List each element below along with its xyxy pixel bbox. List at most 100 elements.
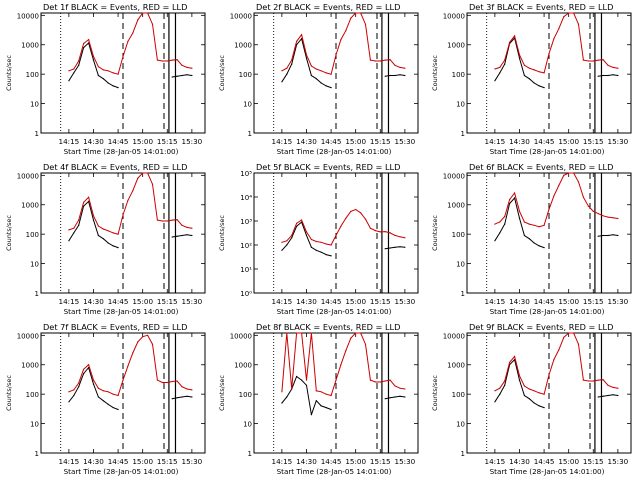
lld-data-point — [553, 195, 555, 197]
events-data-point — [538, 245, 540, 247]
lld-data-point — [315, 240, 317, 243]
y-tick-label: 1 — [248, 130, 252, 138]
lld-data-point — [384, 380, 386, 382]
events-data-point — [518, 217, 521, 219]
lld-data-point — [617, 67, 619, 69]
lld-data-point — [592, 60, 594, 62]
lld-data-point — [171, 219, 173, 221]
events-data-point — [305, 384, 308, 386]
lld-data-point — [404, 237, 406, 239]
x-tick-label: 15:00 — [345, 297, 366, 306]
x-tick-label: 15:30 — [182, 297, 203, 306]
events-data-point — [617, 74, 619, 77]
lld-data-point — [394, 385, 396, 387]
lld-data-point — [181, 224, 183, 226]
lld-data-point — [286, 332, 288, 334]
lld-data-point — [504, 59, 506, 61]
lld-data-point — [161, 381, 163, 384]
events-data-point — [617, 394, 619, 397]
detector-panel: Det 9f BLACK = Events, RED = LLD 1 10 100 10… — [426, 320, 639, 480]
events-data-point — [494, 80, 496, 82]
detector-chart: Det 8f BLACK = Events, RED = LLD 1 10 100 10… — [218, 322, 419, 476]
lld-data-point — [156, 379, 158, 381]
x-tick-label: 14:15 — [272, 137, 293, 146]
y-tick-label: 10³ — [240, 218, 252, 226]
events-data-point — [78, 386, 80, 388]
y-tick-label: 1 — [35, 130, 39, 138]
lld-data-point — [310, 65, 312, 67]
lld-data-point — [83, 368, 85, 370]
y-tick-label: 10000 — [17, 332, 39, 340]
lld-data-point — [97, 225, 99, 227]
events-data-point — [612, 234, 614, 236]
events-series-line — [494, 36, 545, 89]
lld-data-point — [166, 381, 168, 384]
lld-data-point — [528, 223, 530, 225]
lld-data-point — [592, 210, 594, 212]
events-data-point — [78, 64, 80, 66]
lld-data-point — [548, 53, 550, 55]
chart-title: Det 2f BLACK = Events, RED = LLD — [256, 2, 400, 12]
lld-data-point — [597, 213, 599, 215]
lld-data-point — [394, 234, 396, 236]
lld-data-point — [286, 67, 288, 69]
lld-data-point — [350, 337, 352, 339]
lld-data-point — [404, 388, 406, 390]
events-data-point — [325, 85, 327, 87]
lld-data-point — [350, 210, 352, 212]
lld-data-point — [142, 336, 144, 338]
lld-data-point — [607, 64, 609, 66]
lld-data-point — [151, 343, 154, 345]
x-tick-label: 15:30 — [395, 137, 416, 146]
lld-data-point — [176, 219, 178, 221]
y-tick-label: 10000 — [443, 172, 465, 180]
y-tick-label: 10 — [456, 421, 465, 429]
lld-data-point — [325, 243, 327, 245]
x-tick-label: 14:45 — [321, 297, 342, 306]
lld-series-line — [281, 208, 405, 246]
lld-data-point — [399, 236, 401, 238]
events-data-point — [296, 375, 298, 378]
lld-data-point — [171, 380, 173, 383]
lld-data-point — [389, 232, 391, 234]
lld-data-point — [191, 67, 193, 69]
events-data-point — [83, 205, 85, 207]
events-data-point — [102, 78, 104, 80]
lld-data-point — [176, 59, 178, 61]
lld-data-point — [97, 387, 99, 389]
detector-panel: Det 5f BLACK = Events, RED = LLD 10⁰ 10¹ 10… — [213, 160, 426, 320]
events-data-point — [88, 200, 90, 202]
chart-title: Det 8f BLACK = Events, RED = LLD — [256, 322, 400, 332]
x-tick-label: 15:15 — [157, 297, 178, 306]
events-data-point — [171, 398, 173, 400]
lld-data-point — [360, 212, 362, 214]
lld-data-point — [404, 67, 406, 69]
detector-panel: Det 3f BLACK = Events, RED = LLD 1 10 100 10… — [426, 0, 639, 160]
y-tick-label: 10000 — [443, 332, 465, 340]
lld-series-line — [68, 12, 192, 75]
lld-data-point — [553, 359, 555, 361]
events-data-point — [538, 405, 540, 407]
events-data-point — [97, 396, 99, 398]
y-tick-label: 10 — [30, 261, 39, 269]
x-tick-label: 15:00 — [558, 457, 579, 466]
lld-data-point — [607, 216, 609, 218]
lld-data-point — [582, 59, 584, 61]
lld-data-point — [355, 332, 357, 334]
y-tick-label: 10000 — [17, 172, 39, 180]
x-tick-label: 14:15 — [485, 137, 506, 146]
lld-data-point — [587, 205, 589, 207]
lld-data-point — [137, 19, 139, 21]
lld-data-point — [592, 380, 594, 382]
y-tick-label: 10 — [243, 101, 252, 109]
lld-data-point — [558, 349, 560, 351]
y-tick-label: 100 — [26, 71, 39, 79]
lld-data-point — [310, 238, 312, 241]
lld-data-point — [587, 60, 589, 62]
lld-data-point — [509, 199, 511, 201]
lld-data-point — [330, 394, 332, 397]
lld-data-point — [379, 231, 381, 233]
y-tick-label: 10 — [456, 261, 465, 269]
lld-data-point — [296, 40, 298, 43]
lld-data-point — [161, 60, 163, 62]
